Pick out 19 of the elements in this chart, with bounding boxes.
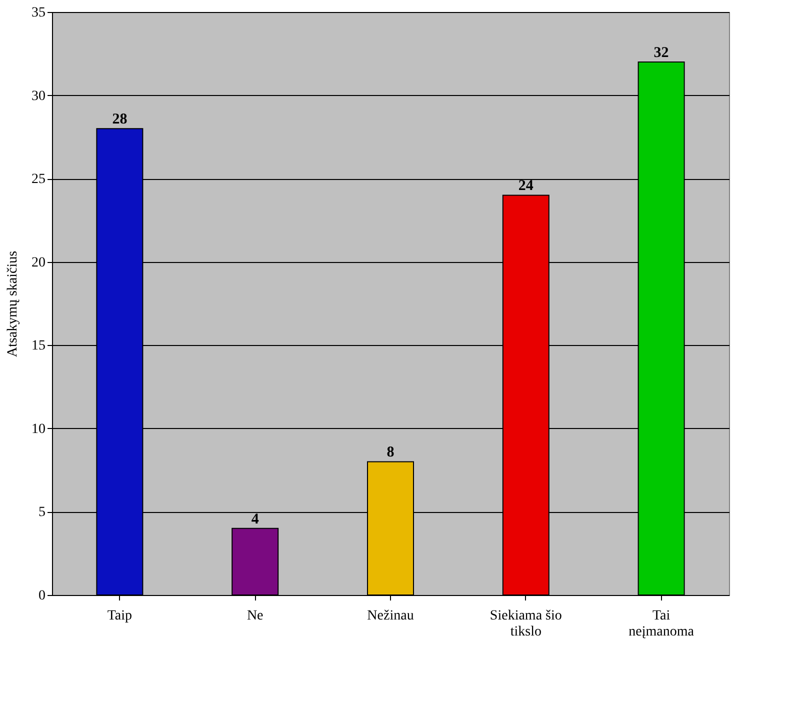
data-label: 8 [386,444,394,461]
y-tick-label: 35 [32,6,46,20]
y-tick-label: 30 [32,88,46,104]
x-tick-label: Taip [107,608,132,624]
x-tick-label: Ne [246,608,264,624]
y-tick-label: 0 [38,588,46,604]
y-tick-label: 5 [38,505,46,520]
y-tick-label: 10 [32,422,46,437]
data-label: 28 [112,112,128,128]
data-label: 4 [251,511,260,528]
x-tick-label: Tai neįmanoma [628,608,695,640]
y-tick-label: 25 [32,172,46,188]
y-tick-label: 20 [32,255,46,270]
x-tick-label: Nežinau [367,608,414,624]
x-tick-label: Siekiama šio tikslo [490,608,562,640]
y-axis-title: Atsakymų skaičius [6,250,20,358]
y-tick-label: 15 [32,338,46,354]
data-label: 24 [518,178,534,194]
data-label: 32 [654,44,669,61]
